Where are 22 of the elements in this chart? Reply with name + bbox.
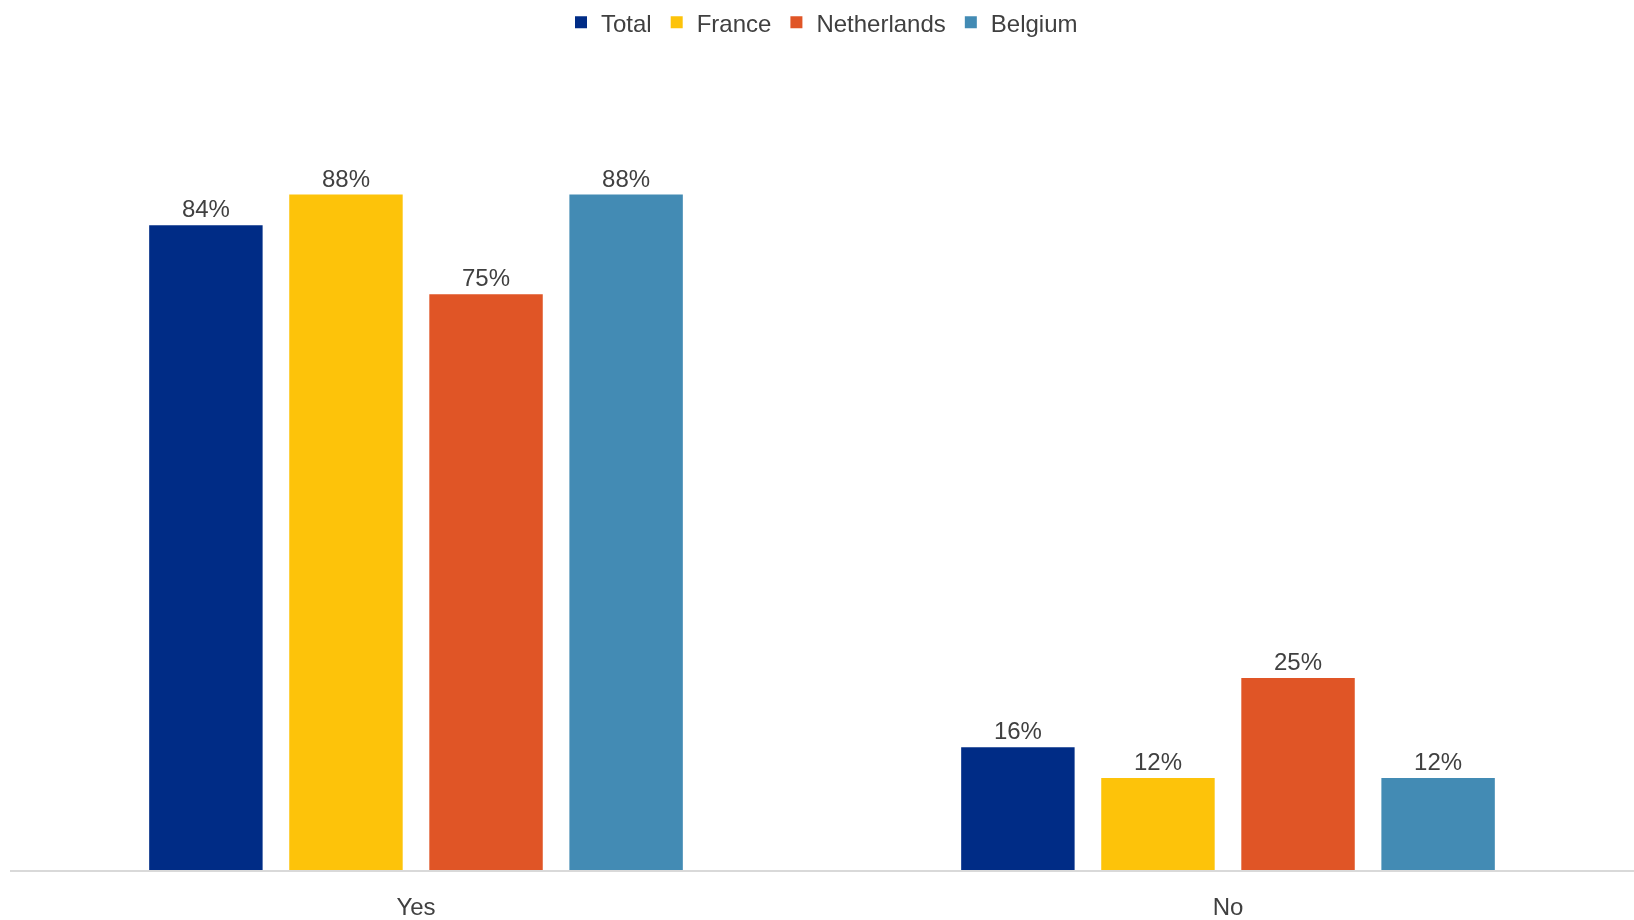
bar bbox=[289, 194, 403, 870]
data-label: 88% bbox=[321, 164, 370, 192]
data-label: 25% bbox=[1274, 648, 1323, 676]
legend-label: Netherlands bbox=[816, 9, 946, 37]
bar bbox=[1101, 777, 1215, 870]
data-label: 16% bbox=[993, 717, 1042, 745]
bar bbox=[961, 747, 1075, 870]
bar bbox=[569, 194, 683, 870]
bar bbox=[1381, 777, 1495, 870]
legend-label: Total bbox=[601, 9, 652, 37]
data-label: 84% bbox=[181, 195, 230, 223]
data-label: 75% bbox=[462, 264, 511, 292]
bar bbox=[149, 225, 263, 870]
x-tick-label: No bbox=[1212, 892, 1244, 920]
legend-label: Belgium bbox=[990, 9, 1078, 37]
data-label: 12% bbox=[1133, 747, 1182, 775]
x-tick-label: Yes bbox=[396, 892, 436, 920]
legend-label: France bbox=[696, 9, 772, 37]
bar bbox=[429, 294, 543, 870]
bar bbox=[1241, 678, 1355, 870]
data-label: 88% bbox=[602, 164, 651, 192]
data-label: 12% bbox=[1414, 747, 1463, 775]
